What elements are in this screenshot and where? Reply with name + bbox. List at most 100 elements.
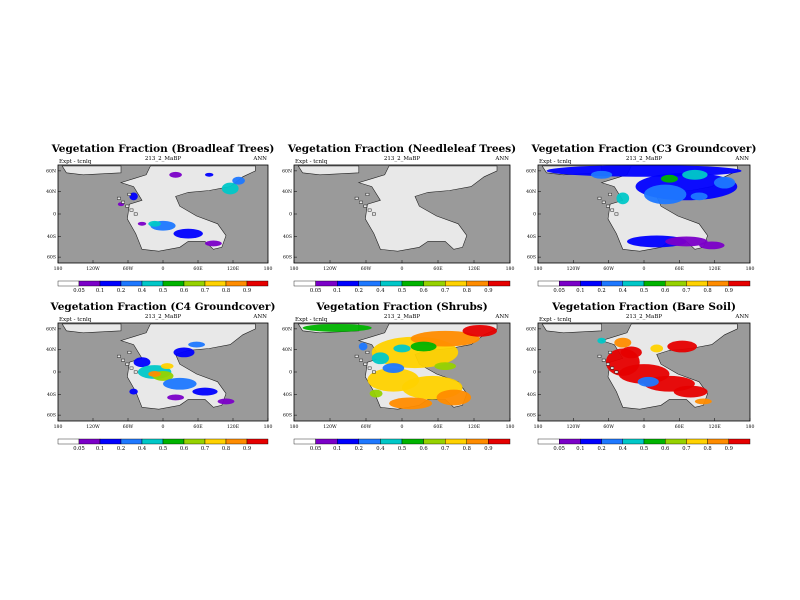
island	[121, 200, 125, 204]
panel-subtitle: 213_2_MaBP	[626, 156, 662, 162]
x-tick-label: 120E	[227, 424, 239, 430]
island	[117, 354, 121, 358]
y-tick-label: 40S	[47, 392, 56, 398]
colorbar-tick-label: 0.6	[661, 446, 669, 452]
x-tick-label: 120E	[709, 424, 721, 430]
x-tick-label: 60W	[123, 424, 134, 430]
fraction-patch	[205, 172, 214, 177]
x-tick-label: 120E	[709, 266, 721, 272]
land-mass	[357, 165, 498, 252]
x-tick-label: 0	[162, 424, 165, 430]
expt-label: Expt - tcnlq	[295, 159, 328, 165]
island	[129, 208, 134, 212]
x-tick-label: 60E	[675, 266, 684, 272]
y-tick-label: 40S	[527, 234, 536, 240]
y-tick-label: 60N	[46, 326, 56, 332]
fraction-patch	[382, 363, 405, 373]
colorbar-tick-label: 0.5	[159, 446, 167, 452]
x-tick-label: 180	[534, 266, 543, 272]
x-tick-label: 0	[643, 424, 646, 430]
fraction-patch	[616, 192, 630, 205]
panel-subtitle: 213_2_MaBP	[384, 156, 420, 162]
fraction-patch	[665, 236, 708, 247]
island	[359, 200, 363, 204]
colorbar-swatch	[78, 280, 101, 287]
y-tick-label: 60S	[527, 413, 536, 419]
fraction-patch	[302, 323, 372, 332]
fraction-patch	[597, 337, 606, 344]
island	[367, 208, 372, 212]
colorbar-tick-label: 0.2	[355, 288, 363, 294]
island	[610, 208, 615, 212]
fraction-patch	[137, 221, 147, 226]
x-tick-label: 0	[401, 266, 404, 272]
y-tick-label: 0	[289, 370, 292, 376]
colorbar-swatch	[643, 280, 666, 287]
colorbar-swatch	[204, 280, 227, 287]
x-tick-label: 180	[746, 424, 755, 430]
x-tick-label: 60E	[675, 424, 684, 430]
x-tick-label: 60E	[433, 266, 442, 272]
y-tick-label: 40N	[526, 347, 536, 353]
colorbar-tick-label: 0.5	[640, 446, 648, 452]
island	[129, 366, 134, 370]
colorbar-tick-label: 0.9	[484, 288, 492, 294]
colorbar-tick-label: 0.8	[222, 446, 230, 452]
colorbar-tick-label: 0.6	[180, 446, 188, 452]
colorbar-swatch	[293, 280, 316, 287]
x-tick-label: 180	[290, 424, 299, 430]
colorbar-tick-label: 0.5	[159, 288, 167, 294]
colorbar-swatch	[622, 280, 645, 287]
x-tick-label: 0	[401, 424, 404, 430]
x-tick-label: 120W	[567, 424, 581, 430]
panel-title: Vegetation Fraction (Needleleaf Trees)	[287, 143, 516, 155]
map-panel: Vegetation Fraction (C3 Groundcover) Expt…	[526, 143, 756, 294]
colorbar-tick-label: 0.05	[553, 446, 565, 452]
colorbar-tick-label: 0.4	[619, 446, 628, 452]
fraction-patch	[644, 184, 687, 205]
colorbar-swatch	[423, 280, 446, 287]
y-tick-label: 40S	[283, 234, 292, 240]
x-tick-label: 120E	[227, 266, 239, 272]
colorbar-swatch	[99, 280, 122, 287]
season-label: ANN	[252, 314, 267, 320]
colorbar-tick-label: 0.6	[180, 288, 188, 294]
fraction-patch	[667, 340, 697, 353]
y-tick-label: 60S	[47, 255, 56, 261]
land-mass	[61, 165, 122, 176]
island	[365, 192, 370, 196]
season-label: ANN	[252, 156, 267, 162]
island	[133, 212, 138, 216]
island	[121, 358, 125, 362]
colorbar-tick-label: 0.8	[703, 288, 711, 294]
island	[365, 350, 370, 354]
colorbar-swatch	[665, 438, 687, 445]
colorbar-swatch	[120, 438, 143, 445]
x-tick-label: 120W	[323, 266, 337, 272]
colorbar-tick-label: 0.9	[243, 446, 251, 452]
colorbar-tick-label: 0.5	[640, 288, 648, 294]
fraction-patch	[133, 357, 151, 368]
colorbar-swatch	[380, 438, 403, 445]
island	[608, 350, 612, 354]
y-tick-label: 0	[533, 370, 536, 376]
colorbar-swatch	[580, 280, 602, 287]
island	[363, 204, 368, 208]
x-tick-label: 0	[162, 266, 165, 272]
colorbar-tick-label: 0.6	[661, 288, 669, 294]
season-label: ANN	[494, 156, 509, 162]
colorbar-tick-label: 0.1	[333, 446, 341, 452]
colorbar-swatch	[686, 438, 708, 445]
fraction-patch	[650, 344, 664, 353]
island	[117, 196, 121, 200]
season-label: ANN	[494, 314, 509, 320]
island	[354, 354, 359, 358]
colorbar-swatch	[401, 438, 424, 445]
colorbar-swatch	[183, 280, 206, 287]
colorbar-swatch	[358, 280, 381, 287]
colorbar-swatch	[141, 280, 164, 287]
colorbar-tick-label: 0.05	[310, 446, 322, 452]
y-tick-label: 60S	[283, 413, 292, 419]
fraction-patch	[169, 171, 182, 178]
colorbar-swatch	[728, 438, 751, 445]
